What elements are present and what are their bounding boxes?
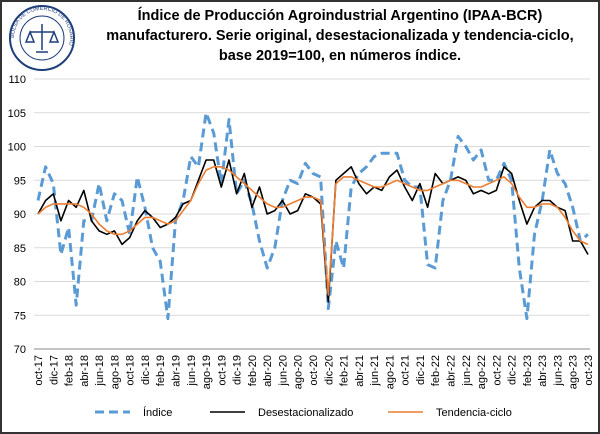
x-tick-label: dic-21: [415, 355, 427, 385]
x-tick-label: feb-22: [430, 355, 442, 386]
x-tick-label: ago-21: [384, 355, 396, 389]
x-tick-label: ago-22: [476, 355, 488, 389]
x-tick-label: oct-17: [33, 355, 45, 386]
x-tick-label: jun-19: [186, 355, 198, 387]
x-tick-label: dic-19: [232, 355, 244, 385]
logo-inner: [19, 15, 65, 61]
x-tick-label: jun-23: [552, 355, 564, 387]
x-tick-label: abr-22: [446, 355, 458, 387]
x-tick-label: ago-23: [568, 355, 580, 389]
x-tick-label: oct-22: [491, 355, 503, 386]
y-tick-label: 75: [14, 310, 26, 322]
x-tick-label: feb-23: [522, 355, 534, 386]
x-tick-label: dic-17: [48, 355, 60, 385]
x-tick-label: feb-20: [247, 355, 259, 386]
y-tick-label: 95: [14, 175, 26, 187]
x-tick-label: jun-20: [277, 355, 289, 387]
x-tick-label: ago-18: [109, 355, 121, 389]
x-tick-label: feb-19: [155, 355, 167, 386]
y-tick-label: 70: [14, 344, 26, 356]
x-tick-label: ago-19: [201, 355, 213, 389]
x-tick-label: ago-20: [293, 355, 305, 389]
x-tick-label: feb-18: [64, 355, 76, 386]
y-tick-label: 90: [14, 209, 26, 221]
legend-label: Índice: [143, 406, 172, 419]
logo-scale: [24, 24, 60, 53]
x-tick-label: abr-19: [171, 355, 183, 387]
legend-label: Tendencia-ciclo: [436, 407, 512, 419]
logo: BOLSA DE COMERCIO DE ROSARIO: [9, 5, 75, 71]
x-tick-label: jun-21: [369, 355, 381, 387]
y-tick-label: 85: [14, 243, 26, 255]
y-tick-label: 80: [14, 277, 26, 289]
y-tick-label: 110: [8, 74, 26, 86]
x-tick-label: abr-20: [262, 355, 274, 387]
x-tick-label: dic-22: [507, 355, 519, 385]
y-tick-label: 105: [8, 108, 26, 120]
x-tick-label: oct-20: [308, 355, 320, 386]
x-tick-label: dic-18: [140, 355, 152, 385]
x-tick-label: feb-21: [339, 355, 351, 386]
chart-title: manufacturero. Serie original, desestaci…: [106, 28, 573, 44]
x-tick-label: oct-21: [400, 355, 412, 386]
x-tick-label: abr-21: [354, 355, 366, 387]
x-tick-label: oct-19: [216, 355, 228, 386]
x-tick-label: oct-18: [125, 355, 137, 386]
x-tick-label: jun-22: [461, 355, 473, 387]
x-tick-label: oct-23: [583, 355, 595, 386]
x-tick-label: abr-23: [537, 355, 549, 387]
series-line: [37, 166, 589, 296]
chart-title: Índice de Producción Agroindustrial Arge…: [138, 7, 543, 24]
legend-label: Desestacionalizado: [258, 407, 353, 419]
x-tick-label: dic-20: [323, 355, 335, 385]
y-tick-label: 100: [8, 142, 26, 154]
x-tick-label: jun-18: [94, 355, 106, 387]
series-line: [36, 111, 589, 321]
chart-title: base 2019=100, en números índice.: [219, 48, 461, 64]
x-tick-label: abr-18: [79, 355, 91, 387]
